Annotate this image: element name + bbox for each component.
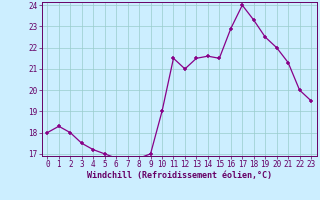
X-axis label: Windchill (Refroidissement éolien,°C): Windchill (Refroidissement éolien,°C)	[87, 171, 272, 180]
